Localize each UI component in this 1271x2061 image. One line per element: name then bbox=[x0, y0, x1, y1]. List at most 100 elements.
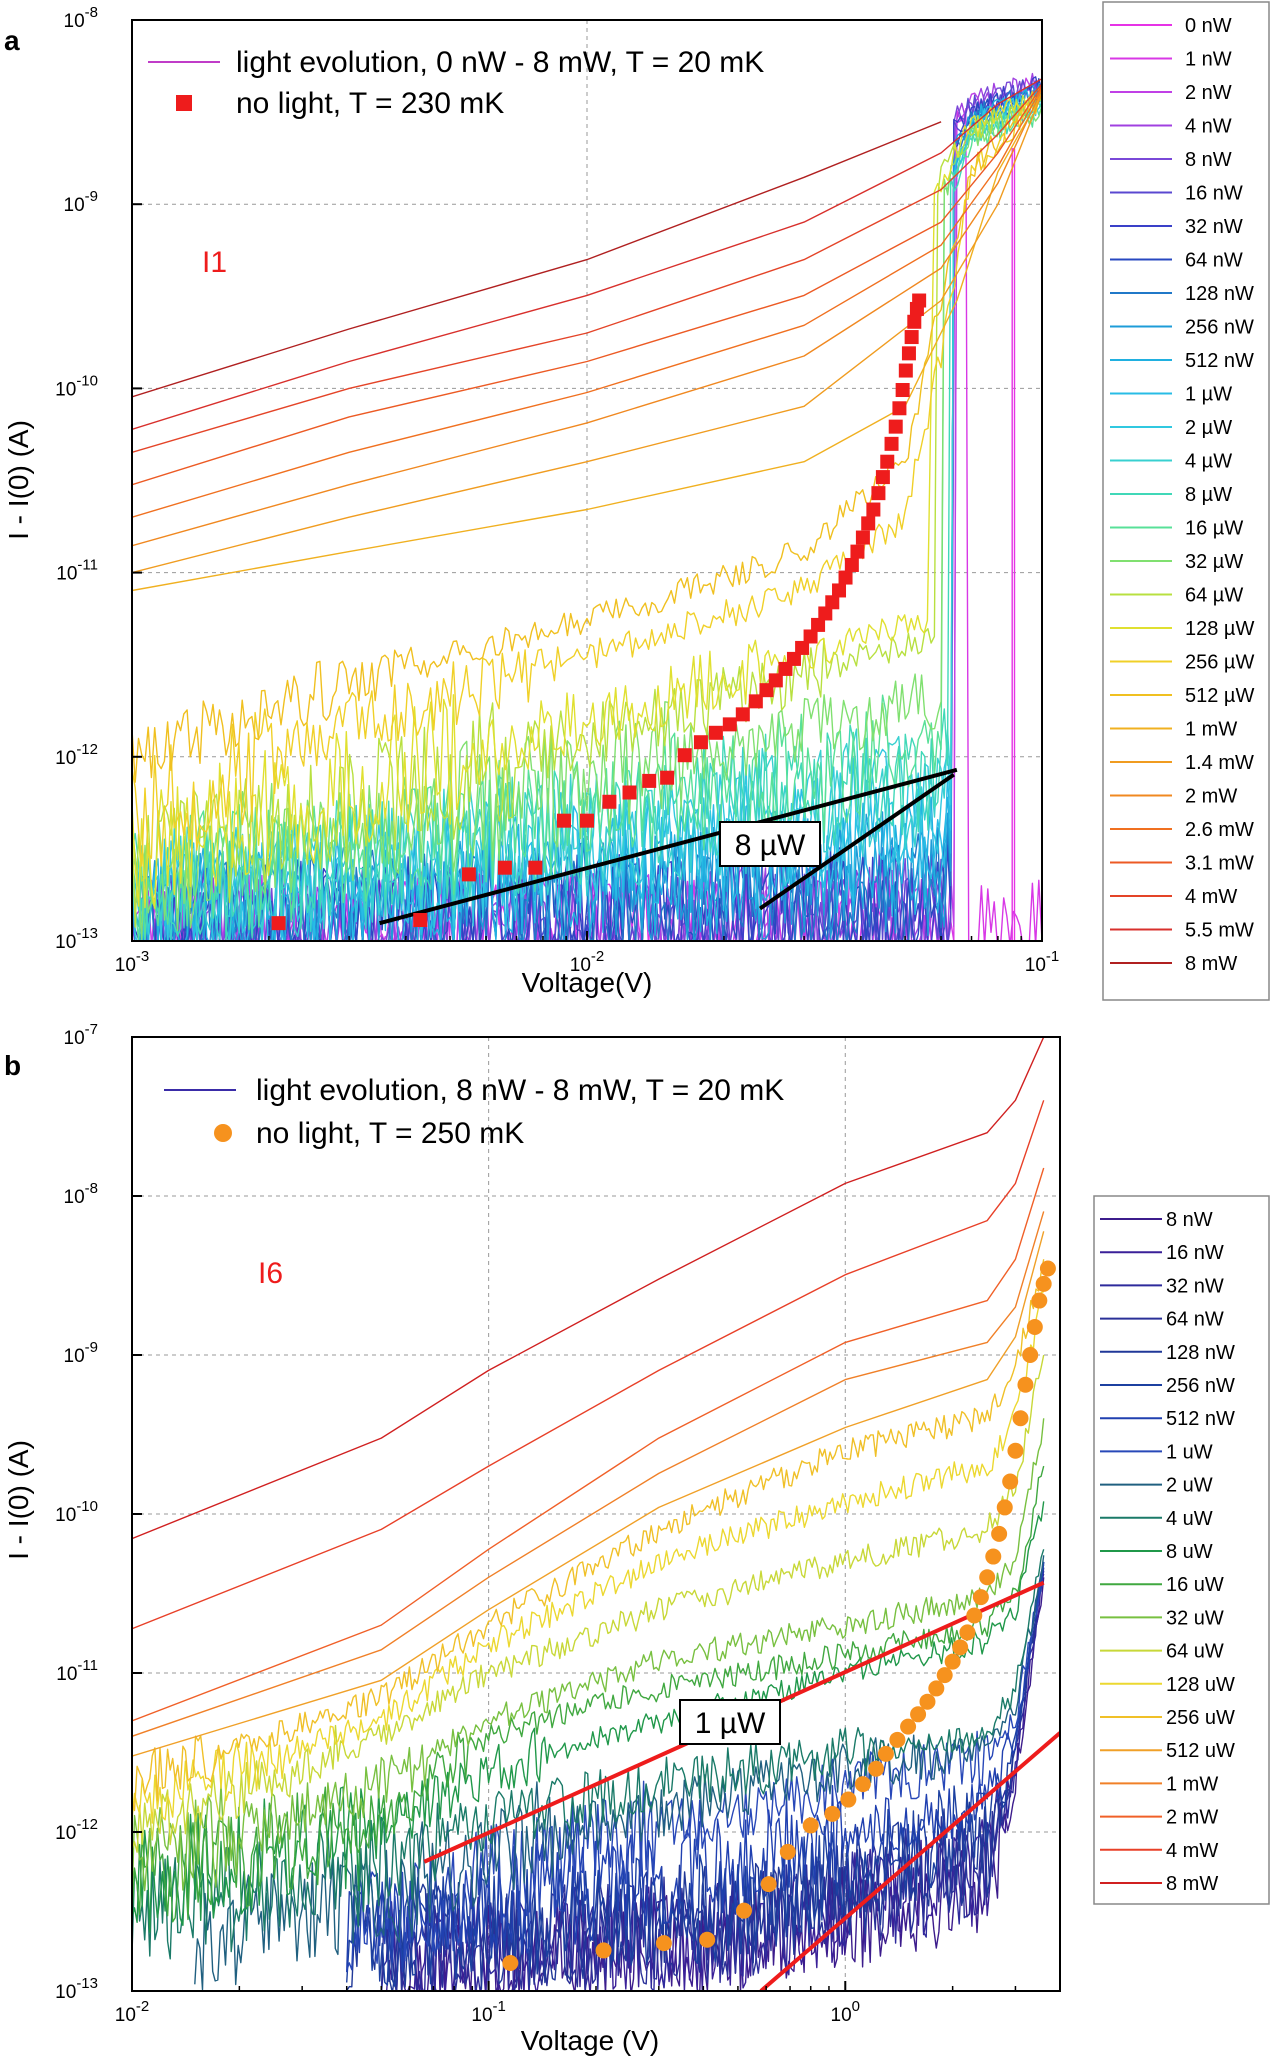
data-marker bbox=[889, 1731, 906, 1748]
panel-b-legend-marker-label: no light, T = 250 mK bbox=[256, 1117, 524, 1150]
data-marker bbox=[959, 1624, 976, 1641]
side-legend-label: 128 nW bbox=[1185, 283, 1254, 305]
data-marker bbox=[1017, 1376, 1034, 1393]
data-marker bbox=[900, 1718, 917, 1735]
series-line bbox=[132, 87, 1042, 941]
y-tick-label: 10-8 bbox=[64, 1180, 98, 1208]
data-marker bbox=[850, 544, 865, 559]
data-marker bbox=[996, 1499, 1013, 1516]
side-legend-label: 64 uW bbox=[1166, 1641, 1224, 1663]
data-marker bbox=[556, 813, 571, 828]
data-marker bbox=[602, 794, 617, 809]
panel-a-sample-label: I1 bbox=[202, 246, 227, 279]
panel-a-side-legend bbox=[1102, 1, 1270, 1001]
series-line bbox=[132, 83, 1042, 453]
panel-a-grid bbox=[132, 20, 1042, 941]
side-legend-label: 512 nW bbox=[1185, 350, 1254, 372]
side-legend-label: 3.1 mW bbox=[1185, 853, 1254, 875]
data-marker bbox=[786, 651, 801, 666]
side-legend-label: 1 µW bbox=[1185, 384, 1232, 406]
side-legend-label: 2 µW bbox=[1185, 417, 1232, 439]
data-marker bbox=[660, 770, 675, 785]
side-legend-label: 2 mW bbox=[1185, 786, 1237, 808]
data-marker bbox=[928, 1680, 945, 1697]
panel-b-letter: b bbox=[4, 1050, 21, 1081]
panel-a-markers bbox=[271, 293, 927, 931]
y-tick-label: 10-11 bbox=[56, 1657, 98, 1685]
data-marker bbox=[825, 595, 840, 610]
side-legend-label: 256 uW bbox=[1166, 1707, 1235, 1729]
data-marker bbox=[1031, 1292, 1048, 1309]
y-tick-label: 10-7 bbox=[64, 1021, 98, 1049]
data-marker bbox=[880, 454, 895, 469]
data-marker bbox=[844, 557, 859, 572]
series-line bbox=[385, 1573, 1045, 1991]
series-line bbox=[132, 87, 1042, 518]
data-marker bbox=[760, 1876, 777, 1893]
series-line bbox=[132, 1037, 1045, 1540]
side-legend-label: 4 nW bbox=[1185, 116, 1232, 138]
y-tick-label: 10-12 bbox=[55, 741, 98, 769]
data-marker bbox=[735, 1902, 752, 1919]
data-marker bbox=[892, 401, 907, 416]
data-marker bbox=[271, 916, 286, 931]
panel-b-annotation: 1 µW bbox=[695, 1707, 766, 1740]
data-marker bbox=[936, 1667, 953, 1684]
data-marker bbox=[779, 1843, 796, 1860]
side-legend-label: 8 mW bbox=[1185, 953, 1237, 975]
series-line bbox=[132, 93, 1042, 574]
series-line bbox=[132, 78, 1042, 430]
data-marker bbox=[818, 606, 833, 621]
panel-a-ticks: 10-3 10-2 10-1 10-13 10-12 10-11 10-10 10-9 10-8 bbox=[55, 4, 1059, 976]
panel-a-annotation-box bbox=[719, 821, 821, 867]
data-marker bbox=[1039, 1260, 1056, 1277]
series-line bbox=[132, 89, 1042, 547]
data-marker bbox=[868, 1760, 885, 1777]
side-legend-label: 2 nW bbox=[1185, 82, 1232, 104]
series-line bbox=[132, 96, 1042, 909]
data-marker bbox=[622, 785, 637, 800]
x-tick-label: 10-2 bbox=[115, 1998, 149, 2026]
data-marker bbox=[1035, 1275, 1052, 1292]
side-legend-label: 4 uW bbox=[1166, 1508, 1213, 1530]
side-legend-label: 1 uW bbox=[1166, 1441, 1213, 1463]
side-legend-label: 8 uW bbox=[1166, 1541, 1213, 1563]
data-marker bbox=[861, 516, 876, 531]
side-legend-label: 64 µW bbox=[1185, 585, 1243, 607]
data-marker bbox=[901, 346, 916, 361]
data-marker bbox=[677, 748, 692, 763]
y-tick-label: 10-9 bbox=[64, 188, 98, 216]
side-legend-label: 128 nW bbox=[1166, 1342, 1235, 1364]
side-legend-label: 256 nW bbox=[1166, 1375, 1235, 1397]
x-tick-label: 10-2 bbox=[570, 948, 604, 976]
panel-b-annotation-box bbox=[679, 1699, 781, 1745]
side-legend-label: 8 µW bbox=[1185, 484, 1232, 506]
data-marker bbox=[888, 419, 903, 434]
y-tick-label: 10-10 bbox=[55, 1498, 98, 1526]
y-tick-label: 10-13 bbox=[55, 925, 98, 953]
panel-a-ylabel: I - I(0) (A) bbox=[3, 420, 34, 540]
data-marker bbox=[811, 617, 826, 632]
series-line bbox=[132, 99, 1042, 941]
panel-a-side-legend-items: 0 nW 1 nW 2 nW 4 nW 8 nW 16 nW 32 nW 64 nW 128 n… bbox=[1110, 15, 1254, 975]
data-marker bbox=[871, 486, 886, 501]
data-marker bbox=[985, 1548, 1002, 1565]
data-marker bbox=[722, 717, 737, 732]
panel-b-ylabel: I - I(0) (A) bbox=[3, 1440, 34, 1560]
side-legend-label: 64 nW bbox=[1185, 250, 1243, 272]
data-marker bbox=[838, 570, 853, 585]
data-marker bbox=[1026, 1319, 1043, 1336]
panel-b-side-legend-items: 8 nW 16 nW 32 nW 64 nW 128 nW 256 nW 512 nW 1 u… bbox=[1100, 1209, 1235, 1895]
x-tick-label: 100 bbox=[831, 1998, 860, 2026]
x-tick-label: 10-1 bbox=[471, 1998, 505, 2026]
y-tick-label: 10-10 bbox=[55, 372, 98, 400]
data-marker bbox=[895, 383, 910, 398]
y-tick-label: 10-13 bbox=[55, 1975, 98, 2003]
data-marker bbox=[877, 1745, 894, 1762]
data-marker bbox=[502, 1955, 519, 1972]
panel-a-legend-marker-label: no light, T = 230 mK bbox=[236, 87, 504, 120]
series-line bbox=[132, 121, 942, 398]
panel-a-annotation: 8 µW bbox=[735, 829, 806, 862]
side-legend-label: 512 nW bbox=[1166, 1408, 1235, 1430]
data-marker bbox=[708, 725, 723, 740]
